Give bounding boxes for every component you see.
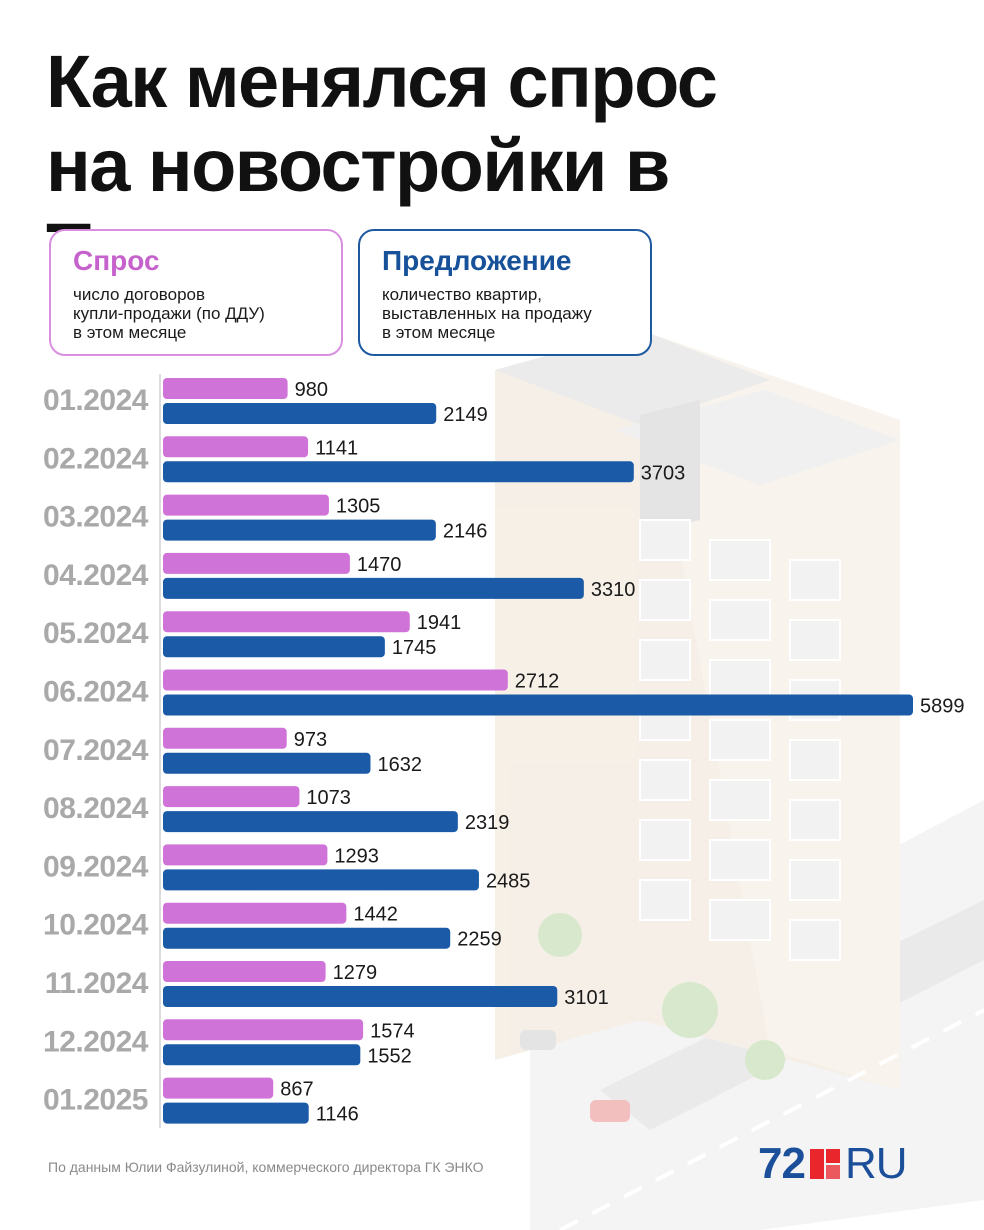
legend-demand-desc-line: число договоров (73, 285, 206, 304)
supply-value-label: 1745 (392, 637, 437, 659)
supply-value-label: 3101 (564, 987, 609, 1009)
legend-supply-desc-line: количество квартир, (382, 285, 543, 304)
supply-bar (163, 986, 558, 1007)
supply-value-label: 2319 (465, 812, 510, 834)
site-logo: 72 RU (758, 1139, 908, 1188)
supply-bar (163, 869, 479, 891)
legend-demand-desc-line: в этом месяце (73, 323, 187, 342)
supply-value-label: 2485 (486, 870, 530, 892)
month-label: 09.2024 (43, 850, 149, 883)
month-label: 07.2024 (43, 734, 149, 767)
month-label: 10.2024 (43, 909, 149, 942)
supply-value-label: 5899 (920, 696, 965, 718)
logo-mark-icon (809, 1149, 840, 1179)
supply-value-label: 1632 (377, 754, 422, 776)
demand-bar (163, 1077, 274, 1099)
supply-value-label: 2146 (443, 521, 488, 543)
demand-value-label: 973 (294, 729, 327, 751)
legend-demand: Спрос число договоров купли-продажи (по … (49, 229, 343, 356)
supply-bar (163, 811, 458, 833)
month-label: 01.2025 (43, 1084, 148, 1117)
supply-value-label: 3310 (591, 579, 636, 601)
legend-demand-name: Спрос (73, 245, 160, 276)
demand-bar (163, 552, 350, 574)
demand-value-label: 867 (280, 1079, 313, 1101)
legend-supply-name: Предложение (382, 245, 572, 276)
month-label: 05.2024 (43, 617, 149, 650)
demand-value-label: 1141 (315, 437, 358, 459)
demand-bar (163, 1019, 364, 1041)
supply-bar (163, 461, 634, 483)
demand-value-label: 1941 (417, 612, 462, 634)
month-label: 06.2024 (43, 676, 149, 709)
month-label: 01.2024 (43, 384, 149, 417)
legend-supply-desc-line: в этом месяце (382, 323, 496, 342)
demand-value-label: 1293 (334, 845, 379, 867)
month-label: 08.2024 (43, 792, 149, 825)
demand-bar (163, 436, 309, 458)
supply-bar (163, 636, 385, 658)
legend-demand-desc-line: купли-продажи (по ДДУ) (73, 304, 265, 323)
month-label: 12.2024 (43, 1025, 149, 1058)
legend-supply-desc-line: выставленных на продажу (382, 304, 592, 323)
supply-bar (163, 519, 436, 541)
supply-value-label: 1146 (316, 1104, 359, 1126)
demand-value-label: 2712 (515, 671, 560, 693)
demand-bar (163, 727, 287, 749)
demand-bar (163, 378, 288, 399)
demand-value-label: 1470 (357, 554, 402, 576)
supply-value-label: 1552 (367, 1045, 412, 1067)
demand-value-label: 1442 (353, 904, 398, 926)
supply-bar (163, 403, 437, 424)
source-note: По данным Юлии Файзулиной, коммерческого… (48, 1159, 484, 1175)
demand-bar (163, 494, 329, 516)
demand-value-label: 1279 (333, 962, 378, 984)
logo-text: RU (844, 1139, 908, 1188)
supply-bar (163, 1044, 361, 1066)
supply-bar (163, 1102, 309, 1124)
legend-supply: Предложение количество квартир, выставле… (358, 229, 652, 356)
demand-value-label: 1574 (370, 1020, 415, 1042)
supply-value-label: 2149 (443, 404, 488, 426)
month-label: 04.2024 (43, 559, 149, 592)
demand-value-label: 1305 (336, 496, 381, 518)
demand-bar (163, 669, 508, 691)
chart-title: Как менялся спрос на новостройки в Тюмен… (46, 40, 966, 292)
supply-bar (163, 694, 913, 716)
supply-bar (163, 577, 584, 599)
legend-supply-description: количество квартир, выставленных на прод… (382, 285, 628, 342)
logo-number: 72 (758, 1139, 806, 1188)
demand-value-label: 980 (295, 379, 328, 401)
demand-bar (163, 961, 326, 982)
demand-bar (163, 786, 300, 808)
supply-bar (163, 927, 451, 949)
demand-bar (163, 902, 347, 924)
month-label: 03.2024 (43, 501, 149, 534)
title-line-1: Как менялся спрос (46, 40, 718, 123)
legend-demand-description: число договоров купли-продажи (по ДДУ) в… (73, 285, 319, 342)
supply-value-label: 3703 (641, 462, 686, 484)
demand-bar (163, 611, 410, 633)
month-label: 02.2024 (43, 442, 149, 475)
supply-value-label: 2259 (457, 929, 502, 951)
month-label: 11.2024 (45, 967, 149, 1000)
bar-chart: 01.2024 980 2149 02.2024 1141 3703 03.2024 1305… (43, 374, 965, 1128)
supply-bar (163, 752, 371, 774)
demand-bar (163, 844, 328, 866)
demand-value-label: 1073 (306, 787, 351, 809)
